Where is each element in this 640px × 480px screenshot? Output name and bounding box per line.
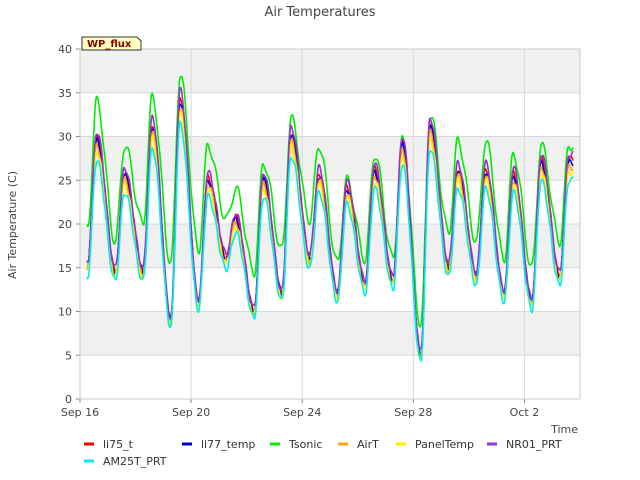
legend-label: AirT [357,438,379,451]
y-axis-label: Air Temperature (C) [6,171,19,279]
y-tick-label: 0 [65,393,72,406]
x-tick-label: Oct 2 [510,406,540,419]
y-tick-label: 5 [65,349,72,362]
x-tick-label: Sep 20 [172,406,210,419]
legend-label: PanelTemp [415,438,474,451]
series-layer [86,75,574,362]
x-axis-label: Time [550,423,578,436]
plot-band [80,136,580,181]
x-tick-label: Sep 28 [394,406,432,419]
y-tick-label: 25 [58,174,72,187]
series-line-Tsonic [86,75,574,328]
plot-band [80,49,580,93]
y-tick-label: 30 [58,131,72,144]
site-badge-label: WP_flux [87,39,132,50]
y-tick-label: 15 [58,262,72,275]
legend-label: li75_t [103,438,134,451]
y-tick-label: 20 [58,218,72,231]
series-line-AM25T_PRT [86,120,574,362]
legend: li75_t li77_temp Tsonic AirT PanelTemp NR01_P… [84,438,562,468]
site-badge: WP_flux [81,36,142,51]
x-tick-label: Sep 16 [61,406,99,419]
y-tick-label: 10 [58,306,72,319]
plot-band [80,311,580,356]
y-tick-label: 35 [58,87,72,100]
legend-label: li77_temp [201,438,255,451]
axes: 0 5 10 15 20 25 30 35 40 Sep 16 Sep 20 Sep 24 Sep 28… [58,43,581,419]
y-tick-label: 40 [58,43,72,56]
plot-frame [79,48,581,400]
legend-label: NR01_PRT [506,438,562,451]
chart-title: Air Temperatures [264,5,375,20]
x-tick-label: Sep 24 [283,406,321,419]
site-badge-box [81,36,142,51]
legend-label: Tsonic [288,438,322,451]
series-line-NR01_PRT [86,86,574,350]
legend-label: AM25T_PRT [103,455,167,468]
